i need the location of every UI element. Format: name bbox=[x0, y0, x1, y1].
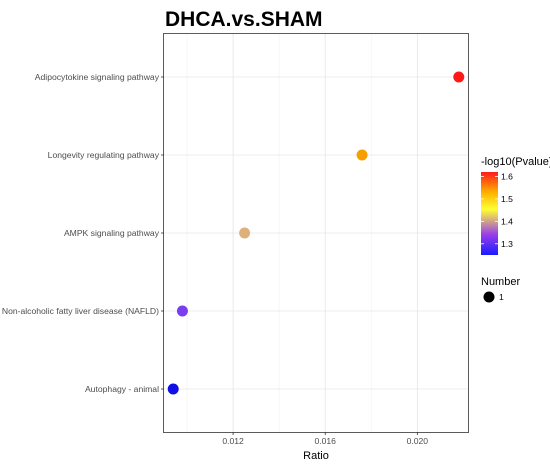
x-tick-label: 0.012 bbox=[222, 436, 244, 446]
y-tick-label: Adipocytokine signaling pathway bbox=[35, 72, 160, 82]
color-legend-tick-label: 1.4 bbox=[501, 216, 513, 226]
data-point bbox=[176, 305, 188, 317]
size-legend-label: 1 bbox=[499, 292, 504, 302]
y-tick-label: Longevity regulating pathway bbox=[48, 150, 160, 160]
x-tick-label: 0.020 bbox=[407, 436, 429, 446]
color-legend-tick-label: 1.6 bbox=[501, 171, 513, 181]
color-legend-tick-label: 1.5 bbox=[501, 194, 513, 204]
color-legend-tick-label: 1.3 bbox=[501, 239, 513, 249]
color-legend-title: -log10(Pvalue) bbox=[481, 156, 550, 168]
y-axis: Adipocytokine signaling pathway Longevity… bbox=[2, 72, 164, 394]
size-legend-title: Number bbox=[481, 276, 520, 288]
grid-lines bbox=[164, 34, 468, 432]
x-axis: 0.012 0.016 0.020 bbox=[222, 432, 428, 446]
y-tick-label: Autophagy - animal bbox=[85, 384, 159, 394]
y-tick-label: Non-alcoholic fatty liver disease (NAFLD… bbox=[2, 306, 159, 316]
y-tick-label: AMPK signaling pathway bbox=[64, 228, 160, 238]
size-legend-dot bbox=[483, 291, 495, 303]
x-tick-label: 0.016 bbox=[314, 436, 336, 446]
x-axis-label: Ratio bbox=[303, 450, 329, 462]
data-point bbox=[356, 149, 368, 161]
data-point bbox=[239, 227, 251, 239]
size-legend: Number 1 bbox=[481, 276, 520, 303]
chart-title: DHCA.vs.SHAM bbox=[165, 8, 323, 31]
data-points bbox=[167, 71, 465, 395]
color-legend-ticks: 1.6 1.5 1.4 1.3 bbox=[481, 171, 513, 249]
data-point bbox=[167, 383, 179, 395]
color-legend: -log10(Pvalue) 1.6 1.5 1.4 1.3 bbox=[481, 156, 550, 255]
data-point bbox=[453, 71, 465, 83]
color-legend-bar bbox=[481, 172, 498, 255]
